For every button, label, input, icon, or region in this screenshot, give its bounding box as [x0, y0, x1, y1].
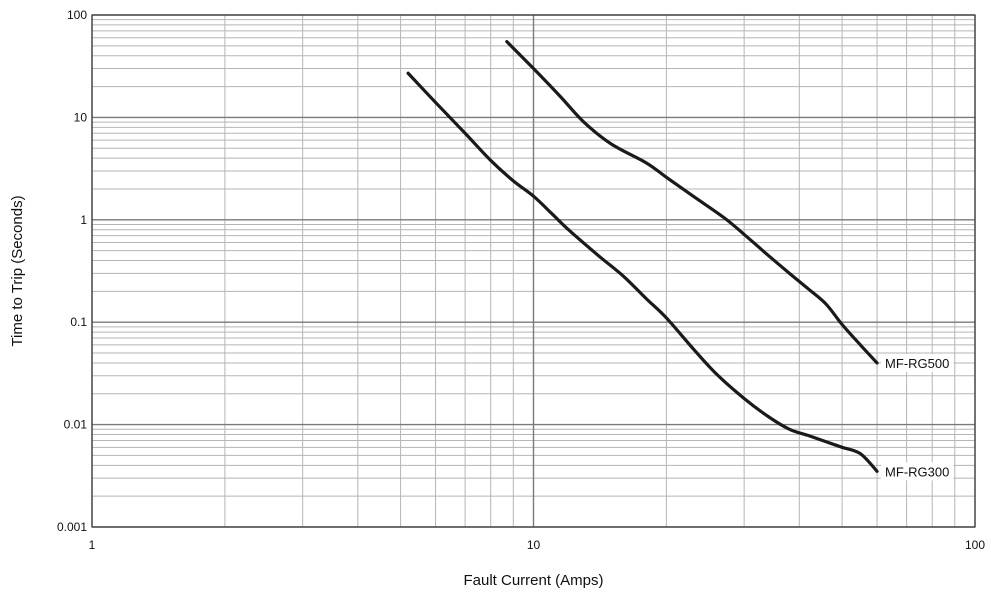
- x-axis-label: Fault Current (Amps): [463, 572, 603, 589]
- series-label-background: [881, 462, 954, 481]
- y-axis-label: Time to Trip (Seconds): [9, 195, 26, 346]
- series-line-mf-rg300: [406, 71, 879, 473]
- series-label-background: [881, 353, 954, 372]
- series-label-text: MF-RG500: [885, 356, 949, 371]
- y-tick-label: 0.01: [64, 418, 88, 432]
- y-tick-label: 1: [80, 213, 87, 227]
- series-label-mf-rg300: MF-RG300: [881, 462, 954, 481]
- x-tick-label: 1: [89, 538, 96, 552]
- y-tick-label: 10: [74, 110, 88, 124]
- y-tick-label: 0.001: [57, 520, 87, 534]
- x-tick-label: 100: [965, 538, 985, 552]
- series-label-mf-rg500: MF-RG500: [881, 353, 954, 372]
- series-lines: [406, 39, 879, 473]
- chart-grid: [91, 14, 976, 528]
- tick-labels: 1 10 100 0.001 0.01 0.1 1 10 100: [57, 8, 985, 552]
- y-tick-label: 0.1: [70, 315, 87, 329]
- x-tick-label: 10: [527, 538, 541, 552]
- y-tick-label: 100: [67, 8, 87, 22]
- plot-frame: [91, 14, 976, 528]
- series-line-mf-rg500: [505, 39, 879, 365]
- series-labels: MF-RG500 MF-RG300: [881, 353, 954, 481]
- series-label-text: MF-RG300: [885, 464, 949, 479]
